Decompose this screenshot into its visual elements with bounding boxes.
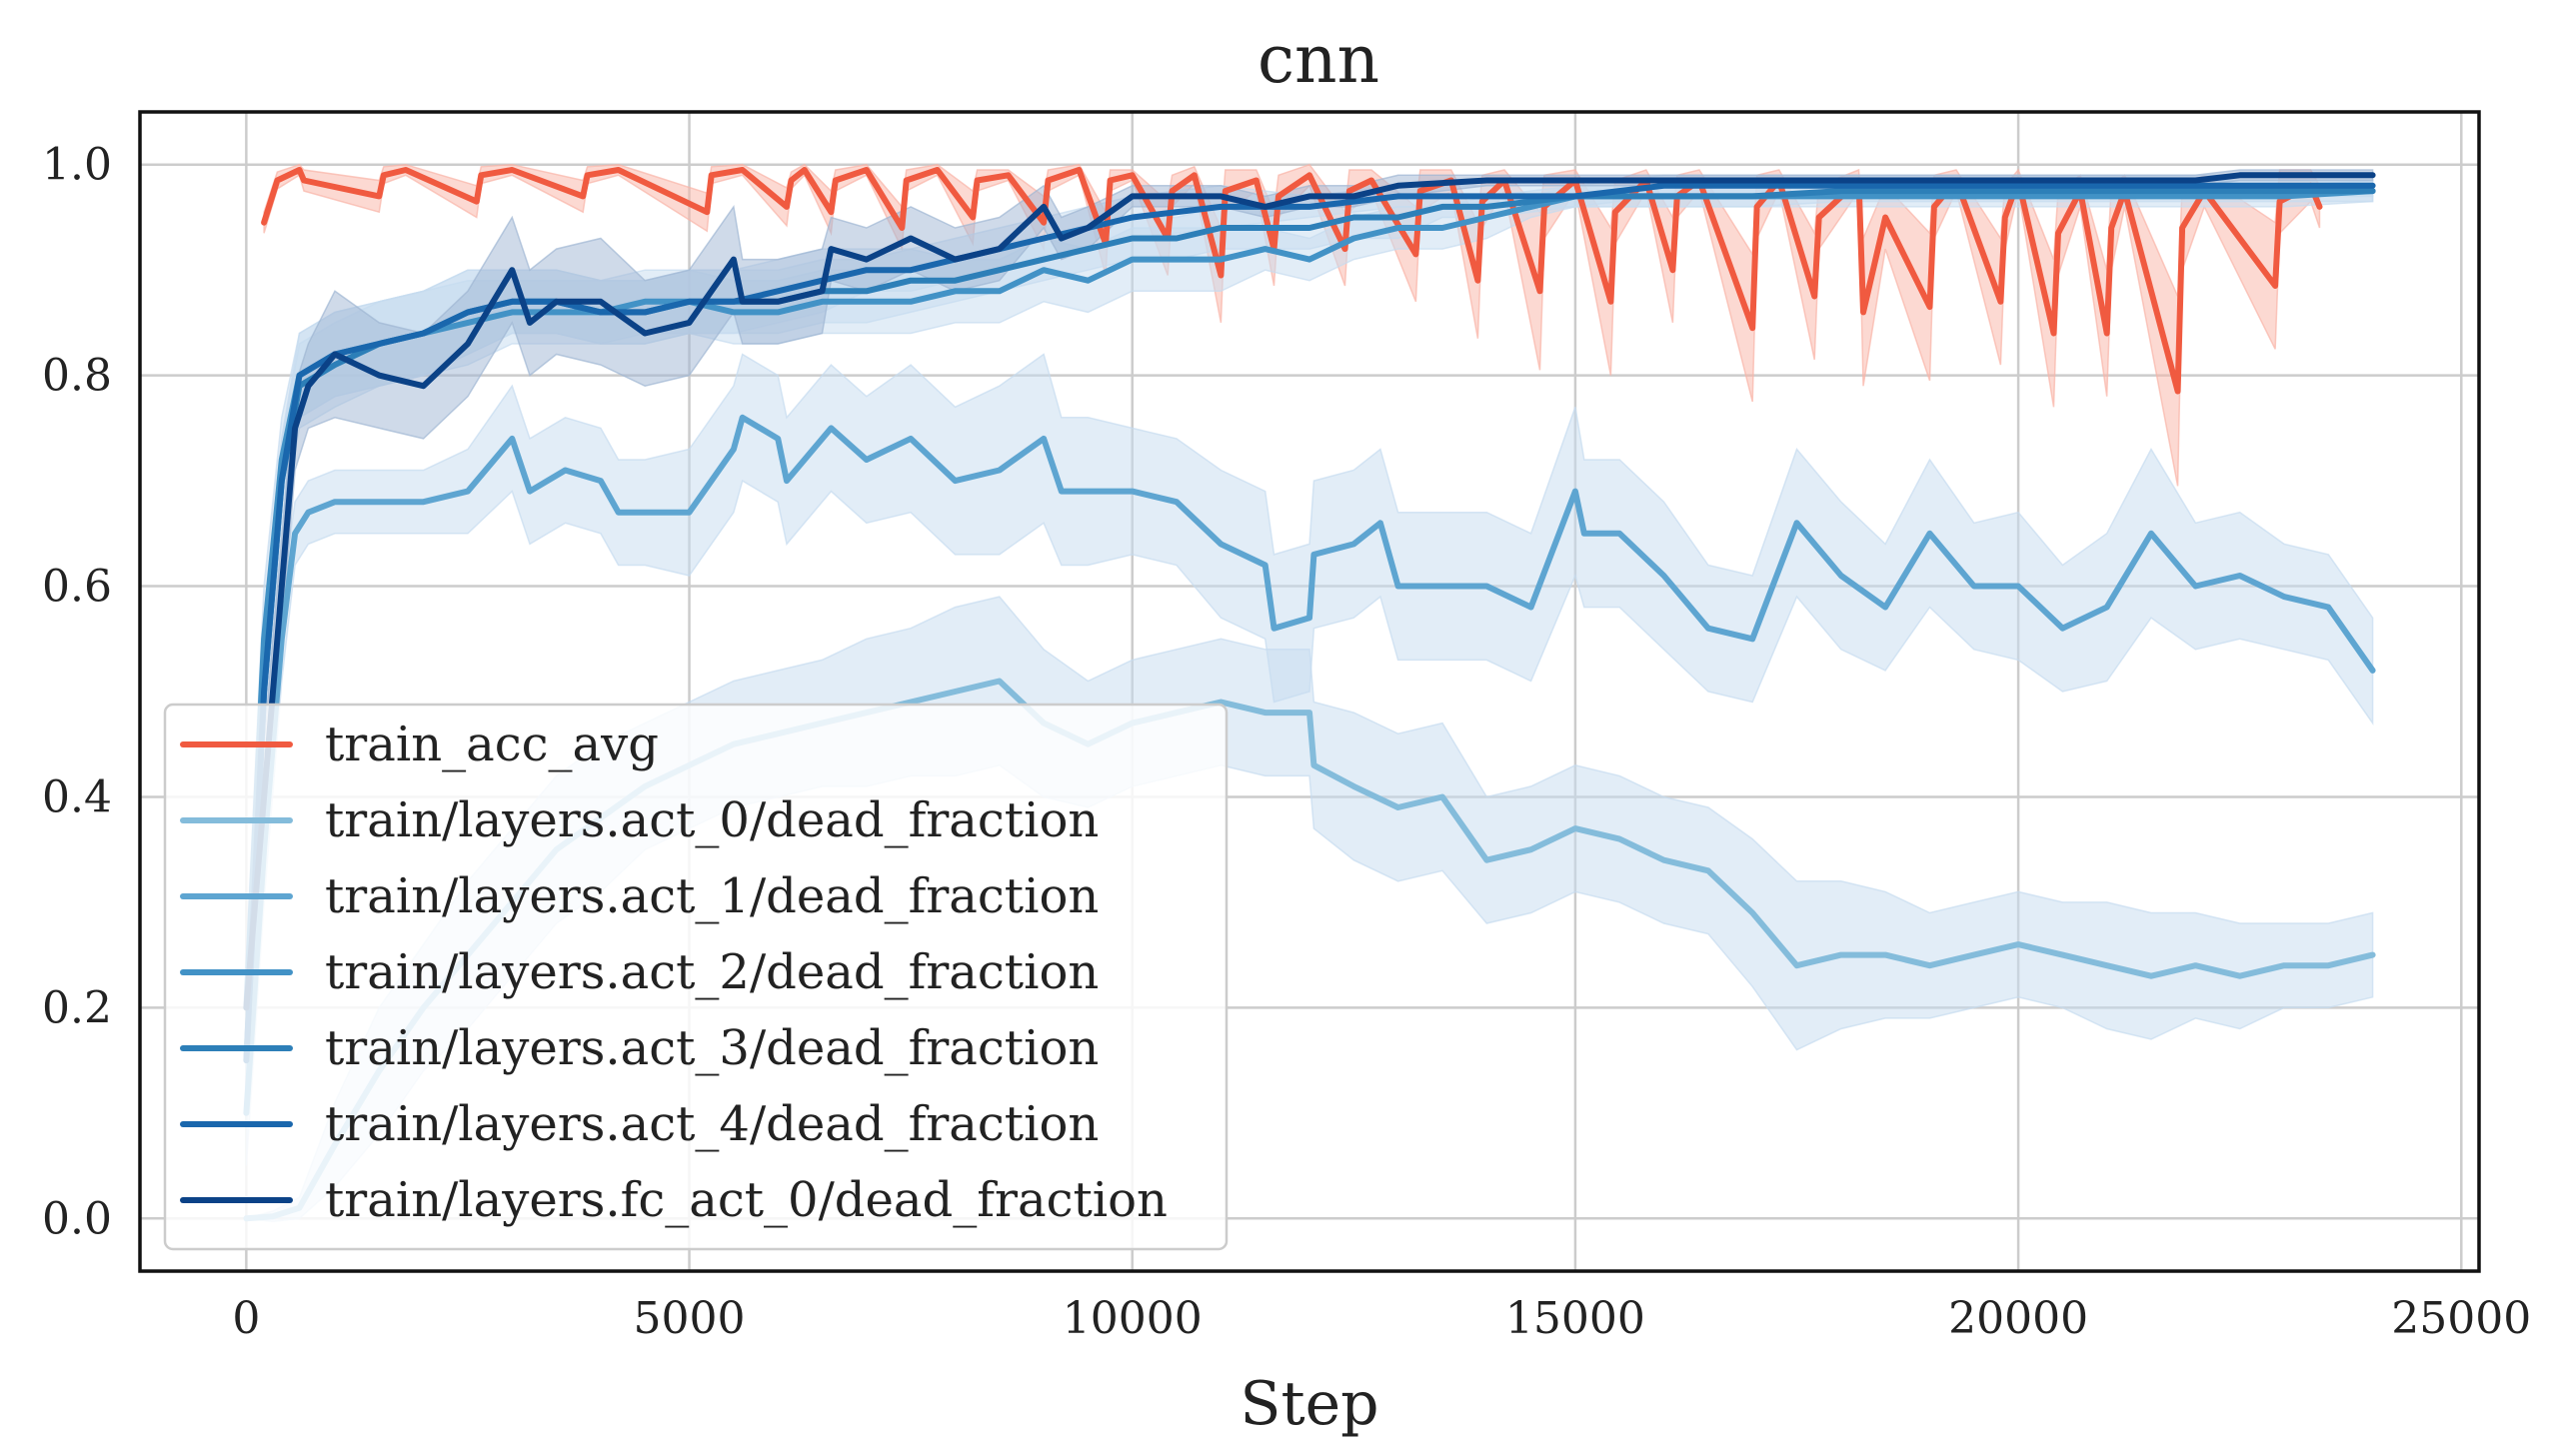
x-tick-label: 5000	[634, 1293, 746, 1344]
chart-title: cnn	[1258, 21, 1379, 98]
x-tick-label: 15000	[1505, 1293, 1645, 1344]
x-axis-label: Step	[1240, 1369, 1378, 1439]
legend-label-2: train/layers.act_1/dead_fraction	[325, 868, 1099, 924]
band-series-6	[245, 169, 2374, 1061]
legend-label-3: train/layers.act_2/dead_fraction	[325, 944, 1099, 1000]
y-tick-label: 0.4	[42, 771, 112, 822]
line-series-2	[243, 414, 2376, 1116]
x-tick-labels: 0 5000 10000 15000 20000 25000	[232, 1293, 2531, 1344]
y-tick-label: 0.6	[42, 562, 112, 613]
line-series-6	[243, 172, 2376, 1011]
y-tick-label: 0.2	[42, 982, 112, 1033]
plot-frame	[138, 110, 2481, 1273]
y-tick-label: 0.8	[42, 351, 112, 402]
x-tick-label: 0	[232, 1293, 260, 1344]
band-series-2	[245, 353, 2374, 1166]
legend: train_acc_avg train/layers.act_0/dead_fra…	[163, 703, 1229, 1251]
legend-frame	[163, 703, 1229, 1251]
y-tick-label: 1.0	[42, 140, 112, 191]
legend-label-0: train_acc_avg	[325, 717, 659, 772]
line-series-3	[243, 188, 2376, 1011]
y-tick-labels: 0.0 0.2 0.4 0.6 0.8 1.0	[42, 140, 112, 1245]
x-tick-label: 10000	[1063, 1293, 1203, 1344]
legend-label-6: train/layers.fc_act_0/dead_fraction	[325, 1172, 1168, 1228]
x-tick-label: 25000	[2391, 1293, 2531, 1344]
legend-label-5: train/layers.act_4/dead_fraction	[325, 1096, 1099, 1152]
x-tick-label: 20000	[1948, 1293, 2088, 1344]
legend-label-1: train/layers.act_0/dead_fraction	[325, 792, 1099, 848]
y-tick-label: 0.0	[42, 1193, 112, 1244]
legend-label-4: train/layers.act_3/dead_fraction	[325, 1020, 1099, 1076]
